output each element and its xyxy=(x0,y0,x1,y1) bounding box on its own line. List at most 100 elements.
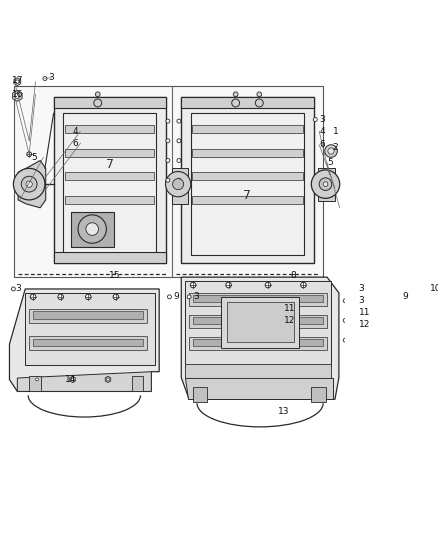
Text: 3: 3 xyxy=(319,115,325,124)
Polygon shape xyxy=(34,376,40,383)
Text: 10: 10 xyxy=(430,285,438,294)
Bar xyxy=(132,376,143,391)
Circle shape xyxy=(343,319,347,322)
Circle shape xyxy=(311,170,340,198)
Bar xyxy=(25,293,155,365)
Text: 3: 3 xyxy=(359,296,364,305)
Text: 2: 2 xyxy=(332,143,338,151)
Text: 16: 16 xyxy=(12,90,23,99)
Polygon shape xyxy=(105,376,111,383)
Circle shape xyxy=(27,152,32,157)
Circle shape xyxy=(11,287,15,291)
Bar xyxy=(29,376,41,391)
Text: 7: 7 xyxy=(244,189,251,203)
Circle shape xyxy=(187,295,191,299)
Bar xyxy=(193,317,323,324)
Bar xyxy=(29,309,147,323)
Circle shape xyxy=(15,93,20,99)
Bar xyxy=(65,149,155,157)
Circle shape xyxy=(343,299,347,303)
Polygon shape xyxy=(10,289,159,391)
Circle shape xyxy=(21,176,37,192)
Circle shape xyxy=(396,295,400,299)
Circle shape xyxy=(177,158,181,163)
Bar xyxy=(311,387,325,402)
Circle shape xyxy=(177,119,181,123)
Text: 12: 12 xyxy=(359,320,370,329)
Bar xyxy=(193,340,323,346)
Circle shape xyxy=(85,294,91,300)
Circle shape xyxy=(167,295,171,299)
Bar xyxy=(53,252,166,263)
Polygon shape xyxy=(18,160,46,208)
Text: 9: 9 xyxy=(173,292,179,301)
Circle shape xyxy=(233,92,238,96)
Bar xyxy=(185,364,331,378)
Circle shape xyxy=(313,118,317,122)
Bar xyxy=(53,98,166,263)
Circle shape xyxy=(106,378,110,381)
Circle shape xyxy=(353,305,357,309)
Circle shape xyxy=(353,317,357,321)
Circle shape xyxy=(166,119,170,123)
Circle shape xyxy=(43,77,47,80)
Circle shape xyxy=(177,139,181,143)
Circle shape xyxy=(71,378,74,381)
Text: 7: 7 xyxy=(106,158,113,171)
Bar xyxy=(172,168,187,204)
Circle shape xyxy=(325,145,337,157)
Bar xyxy=(192,196,303,204)
Circle shape xyxy=(113,294,119,300)
Text: 3: 3 xyxy=(193,292,199,301)
Bar xyxy=(192,172,303,180)
Bar xyxy=(191,113,304,255)
Circle shape xyxy=(35,378,39,381)
Bar xyxy=(71,212,114,247)
Polygon shape xyxy=(181,277,339,399)
Bar xyxy=(65,196,155,204)
Text: 4: 4 xyxy=(73,127,78,136)
Text: 3: 3 xyxy=(16,285,21,294)
Circle shape xyxy=(58,294,64,300)
Text: 17: 17 xyxy=(12,76,23,85)
Circle shape xyxy=(255,99,263,107)
Circle shape xyxy=(353,299,357,303)
Text: 8: 8 xyxy=(290,271,296,280)
Circle shape xyxy=(328,148,334,154)
Bar xyxy=(14,86,323,277)
Bar xyxy=(227,302,294,342)
Text: 1: 1 xyxy=(332,127,338,136)
Bar xyxy=(33,311,143,319)
Circle shape xyxy=(226,282,231,288)
Bar xyxy=(53,98,166,109)
Bar xyxy=(193,387,207,402)
Circle shape xyxy=(78,215,106,243)
Polygon shape xyxy=(13,91,22,101)
Text: 9: 9 xyxy=(402,292,408,301)
Circle shape xyxy=(353,287,357,291)
Circle shape xyxy=(166,172,191,197)
Bar xyxy=(65,172,155,180)
Polygon shape xyxy=(70,376,75,383)
Circle shape xyxy=(26,181,32,187)
Circle shape xyxy=(14,168,45,200)
Bar xyxy=(189,337,327,350)
Bar xyxy=(29,336,147,350)
Circle shape xyxy=(94,99,102,107)
Text: 3: 3 xyxy=(359,285,364,294)
Circle shape xyxy=(319,178,332,190)
Bar xyxy=(189,315,327,328)
Text: 14: 14 xyxy=(65,375,77,384)
Text: 15: 15 xyxy=(109,271,120,280)
Polygon shape xyxy=(18,372,151,391)
Text: 11: 11 xyxy=(284,304,295,313)
Circle shape xyxy=(278,301,282,304)
Bar xyxy=(65,125,155,133)
Bar xyxy=(193,295,323,302)
Text: 12: 12 xyxy=(284,316,295,325)
Circle shape xyxy=(166,158,170,163)
Bar xyxy=(318,168,335,201)
Circle shape xyxy=(166,178,170,182)
Polygon shape xyxy=(185,377,332,399)
Bar xyxy=(192,125,303,133)
